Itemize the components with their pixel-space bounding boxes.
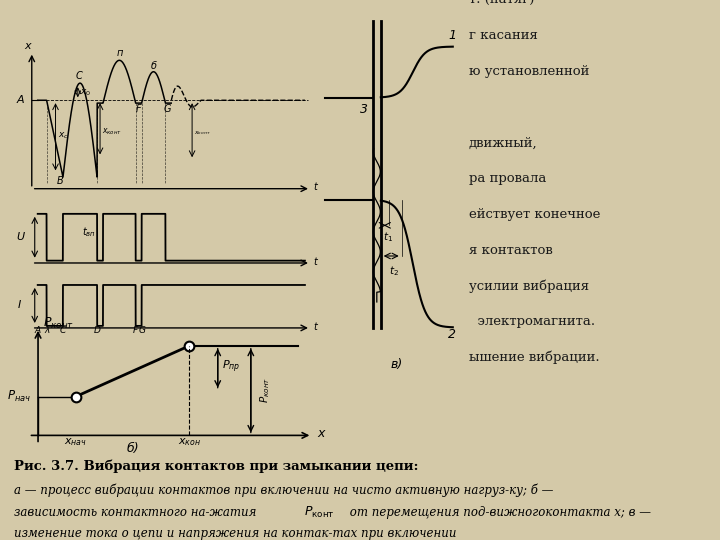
Text: t: t xyxy=(314,182,318,192)
Text: $x_0$: $x_0$ xyxy=(80,87,91,98)
Text: C: C xyxy=(60,326,66,335)
Text: F: F xyxy=(136,104,141,113)
Text: движный,: движный, xyxy=(469,137,537,150)
Text: $t_1$: $t_1$ xyxy=(383,231,393,245)
Text: $t_{вп}$: $t_{вп}$ xyxy=(82,225,96,239)
Text: $x_c$: $x_c$ xyxy=(58,130,69,141)
Text: $x_{нач}$: $x_{нач}$ xyxy=(64,436,87,448)
Text: x: x xyxy=(24,41,31,51)
Text: изменение тока о цепи и напряжения на контак-тах при включении: изменение тока о цепи и напряжения на ко… xyxy=(14,526,456,539)
Text: $P_{нач}$: $P_{нач}$ xyxy=(7,389,31,404)
Text: 3: 3 xyxy=(360,103,368,116)
Text: электромагнита.: электромагнита. xyxy=(469,315,595,328)
Text: F: F xyxy=(133,326,138,335)
Text: $P_{пр}$: $P_{пр}$ xyxy=(222,359,240,375)
Text: $x_{конт}$: $x_{конт}$ xyxy=(194,130,211,137)
Text: а — процесс вибрации контактов при включении на чисто активную нагруз-ку; б —: а — процесс вибрации контактов при включ… xyxy=(14,483,554,497)
Text: $P_{\rm конт}$: $P_{\rm конт}$ xyxy=(304,505,334,520)
Text: Рис. 3.7. Вибрация контактов при замыкании цепи:: Рис. 3.7. Вибрация контактов при замыкан… xyxy=(14,460,419,473)
Text: 1: 1 xyxy=(448,29,456,42)
Text: я контактов: я контактов xyxy=(469,244,552,257)
Text: от перемещения под-вижногоконтакта х; в —: от перемещения под-вижногоконтакта х; в … xyxy=(346,506,651,519)
Text: $t_2$: $t_2$ xyxy=(389,264,399,278)
Text: t: t xyxy=(314,257,318,267)
Text: в): в) xyxy=(391,359,403,372)
Text: г касания: г касания xyxy=(469,29,537,42)
Text: $P_{конт}$: $P_{конт}$ xyxy=(258,377,271,403)
Text: 2: 2 xyxy=(448,328,456,341)
Text: $x_{конт}$: $x_{конт}$ xyxy=(102,126,122,137)
Text: п: п xyxy=(116,48,122,58)
Text: G: G xyxy=(138,326,145,335)
Text: A: A xyxy=(17,95,24,105)
Text: ю установленной: ю установленной xyxy=(469,65,589,78)
Text: $P_{конт}$: $P_{конт}$ xyxy=(42,316,74,331)
Text: B: B xyxy=(57,176,63,186)
Text: G: G xyxy=(163,104,171,113)
Text: A: A xyxy=(35,326,41,335)
Text: λ: λ xyxy=(44,326,49,335)
Text: зависимость контактного на-жатия: зависимость контактного на-жатия xyxy=(14,506,256,519)
Text: $x_{кон}$: $x_{кон}$ xyxy=(178,436,201,448)
Text: т. (натяг): т. (натяг) xyxy=(469,0,534,6)
Text: ействует конечное: ействует конечное xyxy=(469,208,600,221)
Text: D: D xyxy=(94,326,101,335)
Text: I: I xyxy=(18,300,22,310)
Text: C: C xyxy=(76,71,83,81)
Text: ышение вибрации.: ышение вибрации. xyxy=(469,351,599,364)
Text: б: б xyxy=(150,61,156,71)
Text: ра провала: ра провала xyxy=(469,172,546,185)
Text: x: x xyxy=(317,427,325,441)
Text: б): б) xyxy=(126,442,139,455)
Text: усилии вибрация: усилии вибрация xyxy=(469,279,589,293)
Text: U: U xyxy=(17,232,24,242)
Text: t: t xyxy=(314,322,318,332)
